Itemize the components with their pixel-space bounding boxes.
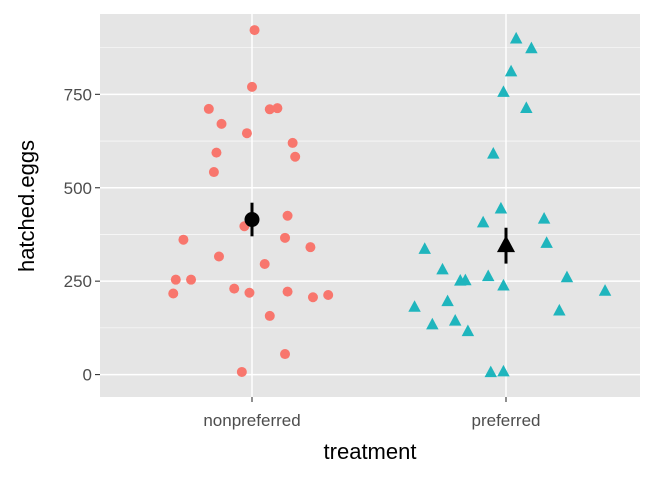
data-point	[241, 128, 252, 139]
data-point	[307, 292, 318, 303]
data-point	[560, 270, 574, 283]
data-point	[598, 284, 612, 296]
mean-point	[244, 212, 260, 228]
data-point	[461, 324, 475, 337]
data-point	[323, 289, 334, 300]
data-point	[441, 294, 454, 307]
data-point	[264, 310, 275, 321]
data-point	[168, 288, 179, 299]
data-point	[280, 232, 291, 243]
data-point	[287, 137, 298, 148]
data-point	[290, 151, 301, 162]
data-point	[494, 201, 508, 214]
data-point	[497, 85, 510, 97]
y-tick-label: 500	[64, 179, 92, 198]
data-point	[216, 118, 227, 129]
data-point	[178, 234, 189, 245]
data-point	[249, 25, 260, 36]
data-point	[213, 251, 224, 262]
data-point	[537, 212, 551, 224]
data-point	[540, 236, 553, 248]
data-point	[520, 101, 533, 113]
x-tick-label: nonpreferred	[203, 411, 300, 430]
minor-gridlines	[100, 47, 640, 329]
x-tick-label: preferred	[472, 411, 541, 430]
data-point	[408, 300, 421, 312]
data-point	[186, 274, 197, 285]
y-axis: 0 250 500 750	[64, 85, 100, 385]
data-point	[476, 215, 490, 228]
y-axis-title: hatched.eggs	[14, 140, 39, 272]
x-axis-title: treatment	[324, 439, 417, 464]
data-point	[509, 31, 523, 44]
data-point	[236, 366, 247, 377]
data-point	[481, 269, 495, 282]
x-axis: nonpreferred preferred	[203, 397, 540, 430]
data-point	[170, 274, 181, 285]
data-point	[247, 81, 257, 92]
data-point	[497, 278, 510, 291]
data-point	[436, 262, 449, 275]
plot-panel	[100, 14, 640, 397]
data-point	[282, 286, 293, 297]
data-point	[459, 273, 472, 286]
data-point	[418, 242, 431, 254]
data-point	[264, 104, 275, 115]
data-point	[259, 258, 270, 269]
summary-markers	[244, 202, 516, 264]
data-point	[497, 364, 510, 377]
data-point	[484, 365, 497, 378]
data-point	[203, 103, 214, 114]
data-point	[504, 64, 518, 77]
data-point	[211, 147, 222, 158]
data-point	[208, 167, 219, 178]
data-point	[426, 317, 439, 330]
data-point	[305, 242, 316, 253]
mean-point	[496, 235, 516, 253]
y-tick-label: 750	[64, 85, 92, 104]
y-tick-label: 0	[83, 366, 92, 385]
data-point	[280, 349, 291, 360]
data-point	[244, 287, 255, 298]
data-point	[553, 303, 566, 316]
data-point	[272, 103, 283, 114]
data-point	[525, 41, 538, 54]
data-point	[229, 283, 240, 294]
data-points	[168, 25, 612, 378]
y-tick-label: 250	[64, 272, 92, 291]
data-point	[448, 314, 462, 326]
data-point	[487, 146, 500, 159]
data-point	[282, 210, 293, 221]
